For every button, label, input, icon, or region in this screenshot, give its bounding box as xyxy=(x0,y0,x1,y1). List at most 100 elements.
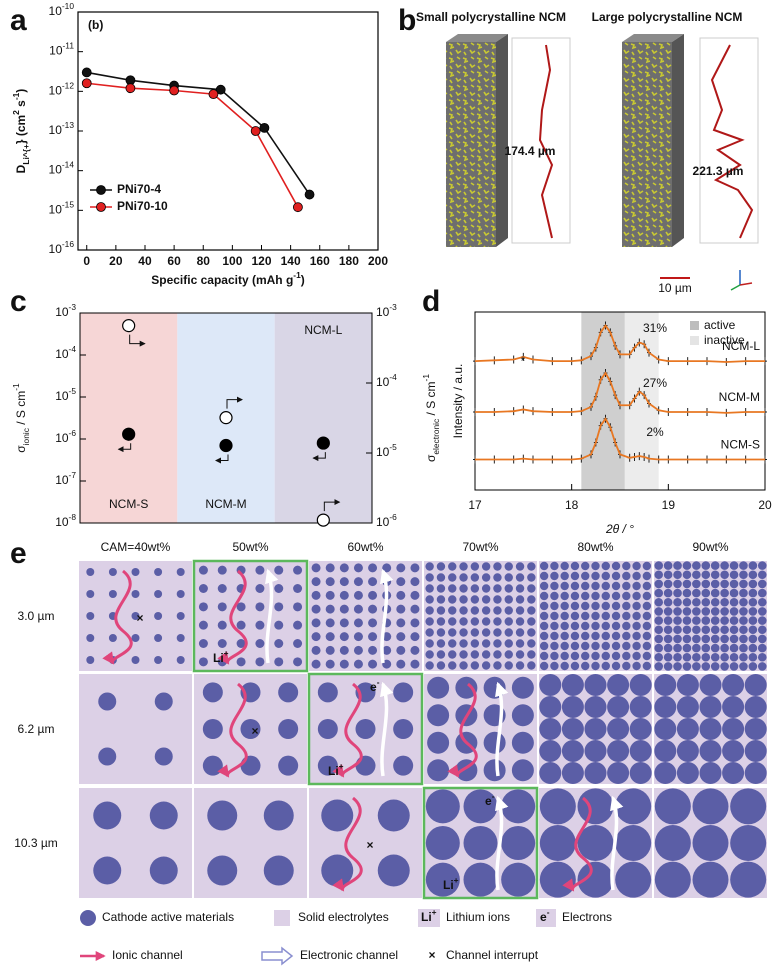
interrupt-mark: × xyxy=(136,611,143,625)
panel-label: b xyxy=(398,4,416,37)
cathode-particle xyxy=(481,606,491,615)
cathode-particle xyxy=(739,625,748,635)
cathode-particle xyxy=(561,762,584,784)
cathode-particle xyxy=(355,755,376,776)
cathode-particle xyxy=(611,571,621,581)
cathode-particle xyxy=(410,632,420,642)
cathode-particle xyxy=(757,607,767,616)
cathode-particle xyxy=(448,661,457,670)
electronic-channel xyxy=(265,568,279,664)
cathode-particle xyxy=(527,584,536,593)
cathode-particle xyxy=(368,604,378,614)
cathode-particle xyxy=(149,801,178,830)
legend-text: Electrons xyxy=(562,910,612,924)
column-header: 50wt% xyxy=(232,540,268,554)
panel-title: Small polycrystalline NCM xyxy=(416,10,566,24)
cathode-particle xyxy=(527,628,536,637)
legend-marker xyxy=(96,202,106,212)
cathode-particle xyxy=(176,634,185,642)
annotation: 31% xyxy=(643,321,667,335)
cathode-particle xyxy=(682,634,692,644)
cathode-particle xyxy=(692,561,701,570)
annotation: * xyxy=(521,354,526,368)
cathode-particle xyxy=(198,565,208,575)
cathode-particle xyxy=(154,692,173,711)
cell-li-label: Li+ xyxy=(328,761,344,778)
cathode-particle xyxy=(629,718,652,740)
tower-top xyxy=(622,34,684,42)
cathode-particle xyxy=(325,632,335,642)
cathode-particle xyxy=(581,571,590,581)
axis-arrow xyxy=(215,454,229,464)
cathode-particle xyxy=(642,661,652,671)
cathode-particle xyxy=(527,639,536,648)
cathode-particle xyxy=(353,590,363,600)
cathode-particle xyxy=(611,581,621,591)
cathode-particle xyxy=(739,579,748,589)
cathode-particle xyxy=(701,634,711,644)
legend-text: Ionic channel xyxy=(112,948,183,962)
cathode-particle xyxy=(455,676,478,699)
cathode-particle xyxy=(527,650,536,659)
cathode-particle xyxy=(663,643,673,653)
x-axis-label: 2θ / ° xyxy=(605,522,634,536)
cathode-particle xyxy=(311,632,321,642)
cathode-particle xyxy=(470,573,480,582)
legend-e-box xyxy=(536,909,556,927)
cathode-particle xyxy=(699,762,722,784)
cathode-particle xyxy=(710,597,720,607)
x-tick-label: 40 xyxy=(138,254,152,268)
legend-text: Lithium ions xyxy=(446,910,510,924)
legend-li-icon: Li+ xyxy=(421,907,437,924)
cathode-particle xyxy=(629,740,652,762)
highlight xyxy=(307,672,424,786)
region xyxy=(624,312,659,490)
cathode-particle xyxy=(481,661,491,670)
legend-marker xyxy=(96,185,106,195)
cathode-particle xyxy=(396,618,406,628)
cathode-particle xyxy=(154,634,163,642)
cathode-particle xyxy=(739,662,748,671)
cathode-particle xyxy=(470,650,480,659)
cathode-particle xyxy=(584,674,607,696)
cathode-particle xyxy=(642,611,652,621)
cathode-particle xyxy=(615,861,652,898)
data-point xyxy=(122,319,136,333)
cathode-particle xyxy=(410,659,420,669)
cathode-particle xyxy=(560,591,569,601)
cathode-particle xyxy=(321,854,354,887)
y2-tick-label: 10-5 xyxy=(376,442,397,459)
y-axis-label: DLi^{+} (cm2 s-1) xyxy=(11,89,31,174)
cathode-particle xyxy=(591,581,600,591)
category-label: NCM-S xyxy=(109,497,148,511)
cathode-particle xyxy=(570,581,580,591)
cathode-particle xyxy=(611,641,621,651)
cathode-particle xyxy=(607,718,630,740)
cathode-particle xyxy=(682,579,692,589)
cathode-particle xyxy=(483,731,506,754)
cathode-particle xyxy=(663,652,673,662)
cathode-particle xyxy=(591,571,600,581)
cathode-particle xyxy=(550,561,559,571)
cathode-particle xyxy=(729,588,739,598)
cathode-particle xyxy=(339,645,349,655)
cathode-particle xyxy=(710,561,720,570)
cathode-particle xyxy=(317,719,338,739)
cathode-particle xyxy=(692,861,729,898)
cathode-particle xyxy=(611,591,621,601)
cathode-particle xyxy=(622,591,631,601)
cathode-particle xyxy=(692,579,701,589)
cathode-particle xyxy=(663,662,673,671)
series-label: NCM-S xyxy=(721,438,760,452)
cathode-particle xyxy=(729,652,739,662)
fit-line xyxy=(474,324,765,363)
cathode-particle xyxy=(278,719,299,739)
cathode-particle xyxy=(581,611,590,621)
cathode-particle xyxy=(436,639,446,648)
cathode-particle xyxy=(368,590,378,600)
data-point xyxy=(250,126,261,136)
cathode-particle xyxy=(720,579,729,589)
cathode-particle xyxy=(236,602,246,612)
cathode-particle xyxy=(550,571,559,581)
cathode-particle xyxy=(663,579,673,589)
